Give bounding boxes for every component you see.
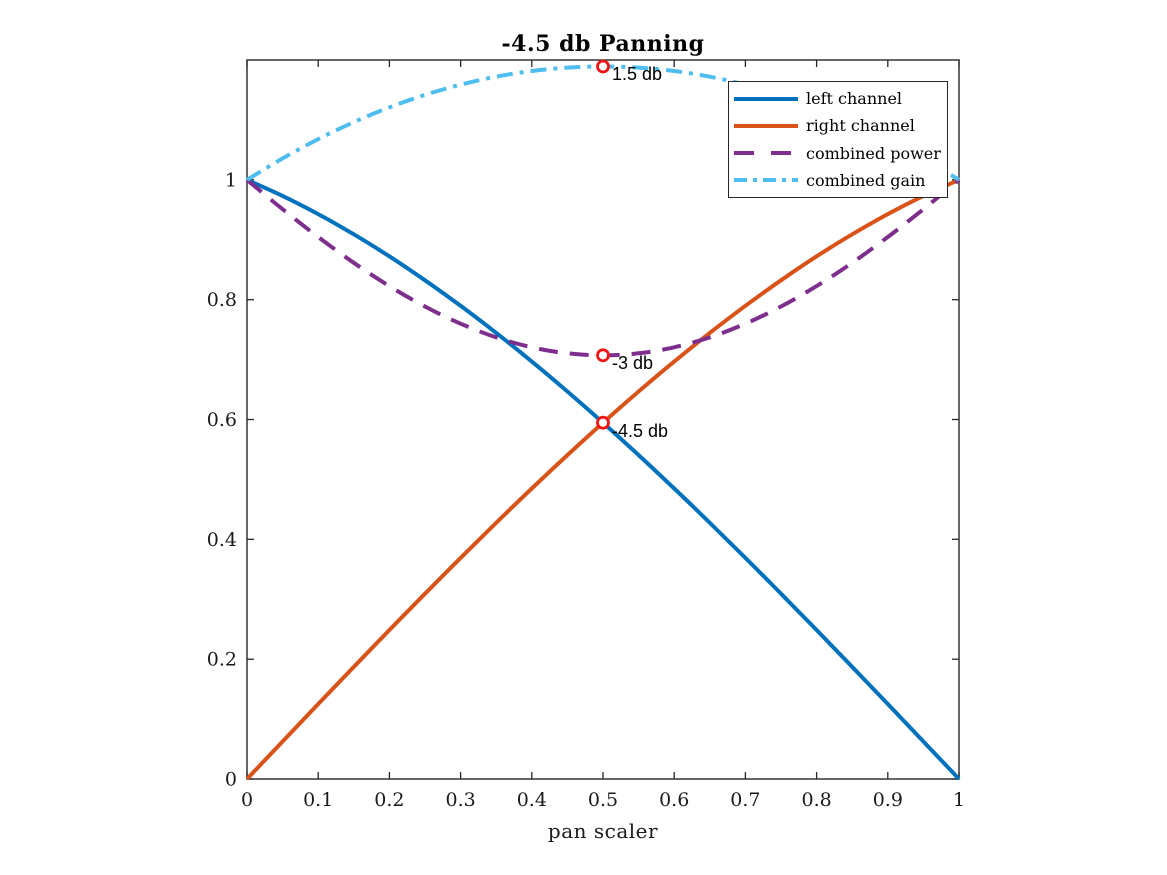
legend-label-right-channel: right channel [806,116,915,136]
y-tick-label: 0 [225,769,237,791]
y-tick-label: 1 [225,169,237,191]
y-tick-label: 0.4 [207,529,237,551]
legend-box: left channel right channel combined powe… [728,81,948,198]
x-axis-label: pan scaler [547,819,659,843]
marker-1-5-db [596,59,610,74]
legend-item-combined-power: combined power [729,140,947,167]
series-left-channel [246,177,961,781]
annotation-minus-3db: -3 db [612,353,654,374]
series-combined-power [245,178,961,358]
legend-line-sample-left-channel [734,96,798,101]
legend-label-left-channel: left channel [806,89,903,109]
x-tick-label: 1 [953,789,965,811]
y-tick-label: 0.8 [207,289,237,311]
y-tick-label: 0.6 [207,409,237,431]
x-tick-label: 0.2 [374,789,404,811]
x-tick-label: 0.4 [517,789,547,811]
x-tick-label: 0.3 [445,789,475,811]
x-tick-label: 0.8 [801,789,831,811]
legend-label-combined-gain: combined gain [806,170,926,190]
legend-item-combined-gain: combined gain [729,167,947,194]
series-right-channel [245,177,960,781]
legend-label-combined-power: combined power [806,143,941,163]
annotation-1-5db: 1.5 db [612,64,663,85]
x-tick-label: 0.7 [730,789,760,811]
chart-title: -4.5 db Panning [501,31,705,57]
marker--4-5-db [596,415,610,430]
legend-item-left-channel: left channel [729,85,947,112]
x-tick-label: 0.1 [303,789,333,811]
x-tick-label: 0.5 [588,789,618,811]
legend-item-right-channel: right channel [729,112,947,139]
legend-line-sample-combined-power [734,151,798,156]
legend-line-sample-combined-gain [734,178,798,183]
x-tick-label: 0.9 [873,789,903,811]
x-tick-label: 0.6 [659,789,689,811]
y-tick-label: 0.2 [207,649,237,671]
annotation-minus-4-5db: -4.5 db [612,420,669,441]
marker--3-db [596,348,610,363]
legend-line-sample-right-channel [734,123,798,128]
x-tick-label: 0 [241,789,253,811]
